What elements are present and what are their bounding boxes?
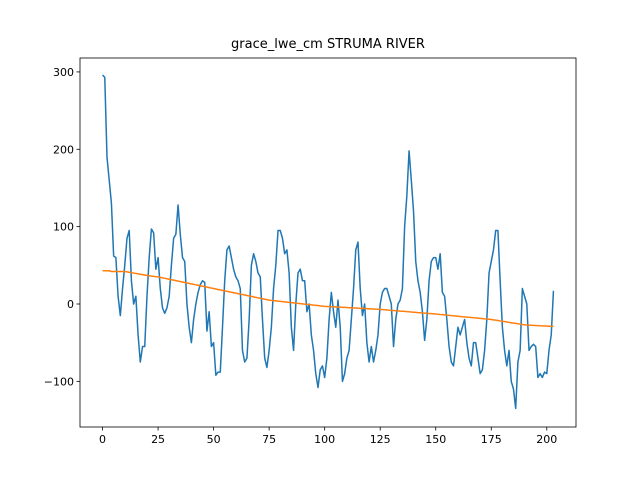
x-tick-label: 100 bbox=[314, 433, 335, 446]
y-tick-label: −100 bbox=[44, 375, 74, 388]
plot-frame bbox=[79, 57, 577, 428]
y-tick-label: 100 bbox=[53, 221, 74, 234]
x-tick-label: 150 bbox=[425, 433, 446, 446]
y-tick-label: 300 bbox=[53, 66, 74, 79]
x-tick-label: 75 bbox=[262, 433, 276, 446]
x-tick-label: 50 bbox=[207, 433, 221, 446]
chart-title: grace_lwe_cm STRUMA RIVER bbox=[231, 37, 425, 52]
line-series bbox=[102, 269, 554, 328]
x-tick-label: 200 bbox=[536, 433, 557, 446]
line-series bbox=[102, 74, 555, 410]
x-tick-label: 175 bbox=[481, 433, 502, 446]
x-tick-label: 125 bbox=[370, 433, 391, 446]
y-tick-label: 0 bbox=[67, 298, 74, 311]
x-tick-label: 25 bbox=[151, 433, 165, 446]
x-tick-label: 0 bbox=[99, 433, 106, 446]
y-tick-label: 200 bbox=[53, 143, 74, 156]
